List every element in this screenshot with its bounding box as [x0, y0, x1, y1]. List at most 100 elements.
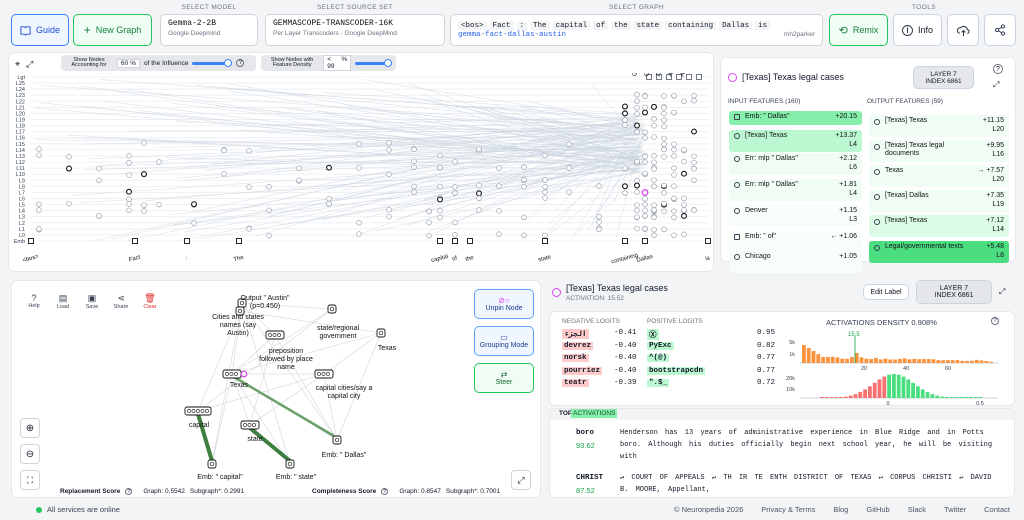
subgraph-panel: ⊘○ Unpin Node ▭ Grouping Mode ⇄ Steer ⊕ … — [11, 280, 541, 498]
footer-link[interactable]: Slack — [908, 505, 926, 514]
zoom-out-icon[interactable]: ⊖ — [20, 444, 40, 464]
help-button[interactable]: ? Help — [22, 289, 46, 313]
footer-link[interactable]: Contact — [984, 505, 1010, 514]
token-label: the — [465, 255, 475, 263]
expand-icon[interactable]: ⤢ — [999, 287, 1005, 297]
layer-index-button[interactable]: LAYER 7 INDEX 6861 — [913, 66, 974, 89]
graph-node — [357, 141, 362, 146]
graph-node — [662, 124, 667, 129]
prompt-token: of — [593, 21, 608, 30]
prompt-token: : — [517, 21, 528, 30]
fullscreen-icon[interactable]: ⤢ — [511, 470, 531, 490]
help-icon[interactable]: ? — [381, 488, 388, 495]
guide-button[interactable]: Guide — [11, 14, 69, 46]
help-icon[interactable]: ? — [236, 59, 244, 67]
feature-value: → +7.57 — [977, 167, 1004, 174]
input-feature-row[interactable]: [Texas] Texas +13.37 L4 — [729, 130, 862, 152]
influence-slider[interactable] — [192, 62, 232, 65]
influence-input[interactable]: 60% — [117, 59, 140, 68]
expand-icon[interactable]: ⤢ — [26, 59, 33, 70]
output-feature-row[interactable]: [Texas] Texas +7.12 L14 — [869, 215, 1009, 237]
feature-layer: L20 — [992, 176, 1004, 183]
graph-node — [635, 178, 640, 183]
input-feature-row[interactable]: Denver +1.15 L3 — [729, 205, 862, 227]
subgraph-node-label: Emb: " state" — [267, 474, 325, 482]
info-button[interactable]: i Info — [893, 14, 942, 46]
remix-button[interactable]: ⟲ Remix — [829, 14, 888, 46]
activations-tab[interactable]: ACTIVATIONS — [571, 409, 617, 418]
graph-node — [142, 203, 147, 208]
input-feature-row[interactable]: Chicago +1.05 — [729, 251, 862, 273]
expand-icon[interactable]: ⤢ — [993, 80, 999, 90]
footer-link[interactable]: Blog — [833, 505, 848, 514]
pin-icon[interactable]: ⌖ — [15, 59, 20, 70]
feature-layer: L4 — [849, 190, 857, 197]
graph-slug: gemma-fact-dallas-austin — [458, 31, 566, 39]
footer-link[interactable]: Privacy & Terms — [761, 505, 815, 514]
density-bar — [965, 361, 969, 363]
footer-link[interactable]: GitHub — [866, 505, 889, 514]
density-bar — [816, 354, 820, 363]
graph-node — [497, 166, 502, 171]
fit-view-icon[interactable]: ⛶ — [20, 470, 40, 490]
edit-label-button[interactable]: Edit Label — [863, 284, 909, 300]
feature-value: +7.12 — [986, 217, 1004, 224]
share-button[interactable] — [984, 14, 1016, 46]
output-feature-row[interactable]: [Texas] Dallas +7.35 L19 — [869, 190, 1009, 212]
output-feature-row[interactable]: [Texas] Texas +11.15 L20 — [869, 115, 1009, 137]
completeness-subgraph: Subgraph*: 0.7001 — [446, 488, 500, 495]
help-icon: ? — [31, 293, 36, 303]
density-input[interactable]: < 99% — [323, 55, 351, 71]
output-feature-row[interactable]: Legal/governmental texts +5.48 L8 — [869, 241, 1009, 263]
subgraph-canvas[interactable] — [12, 281, 542, 499]
input-feature-row[interactable]: Emb: " of" ← +1.06 — [729, 231, 862, 253]
graph-node — [37, 226, 42, 231]
input-feature-row[interactable]: Err: mlp " Dallas" +2.12 L6 — [729, 153, 862, 175]
load-button[interactable]: ▤ Load — [51, 289, 75, 313]
positive-logit-value: 0.77 — [757, 354, 775, 362]
embedding-node — [706, 239, 711, 244]
graph-node — [327, 165, 332, 170]
help-icon[interactable]: ? — [993, 64, 1003, 74]
clear-button[interactable]: 🗑 Clear — [138, 289, 162, 313]
graph-node — [662, 209, 667, 214]
output-features-header: OUTPUT FEATURES (59) — [867, 98, 943, 105]
upload-button[interactable] — [947, 14, 979, 46]
graph-node — [672, 233, 677, 238]
model-select[interactable]: Gemma-2-2B Google Deepmind — [160, 14, 258, 46]
token-label: of — [452, 255, 459, 262]
input-feature-row[interactable]: Emb: " Dallas" +20.15 — [729, 111, 862, 125]
logit-node — [687, 75, 692, 80]
graph-node — [662, 183, 667, 188]
graph-node — [412, 184, 417, 189]
graph-node — [672, 142, 677, 147]
feature-label: [Texas] Texas — [885, 217, 965, 225]
share-icon: ⋖ — [117, 293, 125, 304]
graph-select[interactable]: <bos> Fact: The capital of the state containing… — [450, 14, 823, 46]
subgraph-node — [208, 460, 216, 468]
source-select[interactable]: GEMMASCOPE-TRANSCODER-16K Per Layer Tran… — [265, 14, 445, 46]
token-label: Dallas — [636, 254, 654, 264]
density-bar — [873, 383, 877, 398]
help-icon[interactable]: ? — [991, 317, 999, 325]
density-slider[interactable] — [355, 62, 392, 65]
density-bar — [946, 360, 950, 363]
new-graph-button[interactable]: + New Graph — [73, 14, 152, 46]
output-feature-row[interactable]: Texas → +7.57 L20 — [869, 165, 1009, 187]
output-feature-row[interactable]: [Texas] Texas legal documents +9.95 L16 — [869, 140, 1009, 162]
attribution-graph[interactable]: LgtL25L24L23L22L21L20L19L18L17L16L15L14L… — [9, 73, 715, 273]
help-icon[interactable]: ? — [125, 488, 132, 495]
feature-node-icon — [734, 133, 740, 139]
graph-node — [652, 208, 657, 213]
zoom-in-icon[interactable]: ⊕ — [20, 418, 40, 438]
input-feature-row[interactable]: Err: mlp " Dallas" +1.81 L4 — [729, 179, 862, 201]
save-button[interactable]: ▣ Save — [80, 289, 104, 313]
detail-layer-index-button[interactable]: LAYER 7 INDEX 6861 — [916, 280, 992, 304]
density-bar — [911, 383, 915, 398]
footer-link[interactable]: Twitter — [944, 505, 966, 514]
share-button[interactable]: ⋖ Share — [109, 289, 133, 313]
feature-value: +9.95 — [986, 142, 1004, 149]
feature-title: [Texas] Texas legal cases — [742, 72, 844, 82]
graph-node — [652, 123, 657, 128]
graph-node — [412, 190, 417, 195]
